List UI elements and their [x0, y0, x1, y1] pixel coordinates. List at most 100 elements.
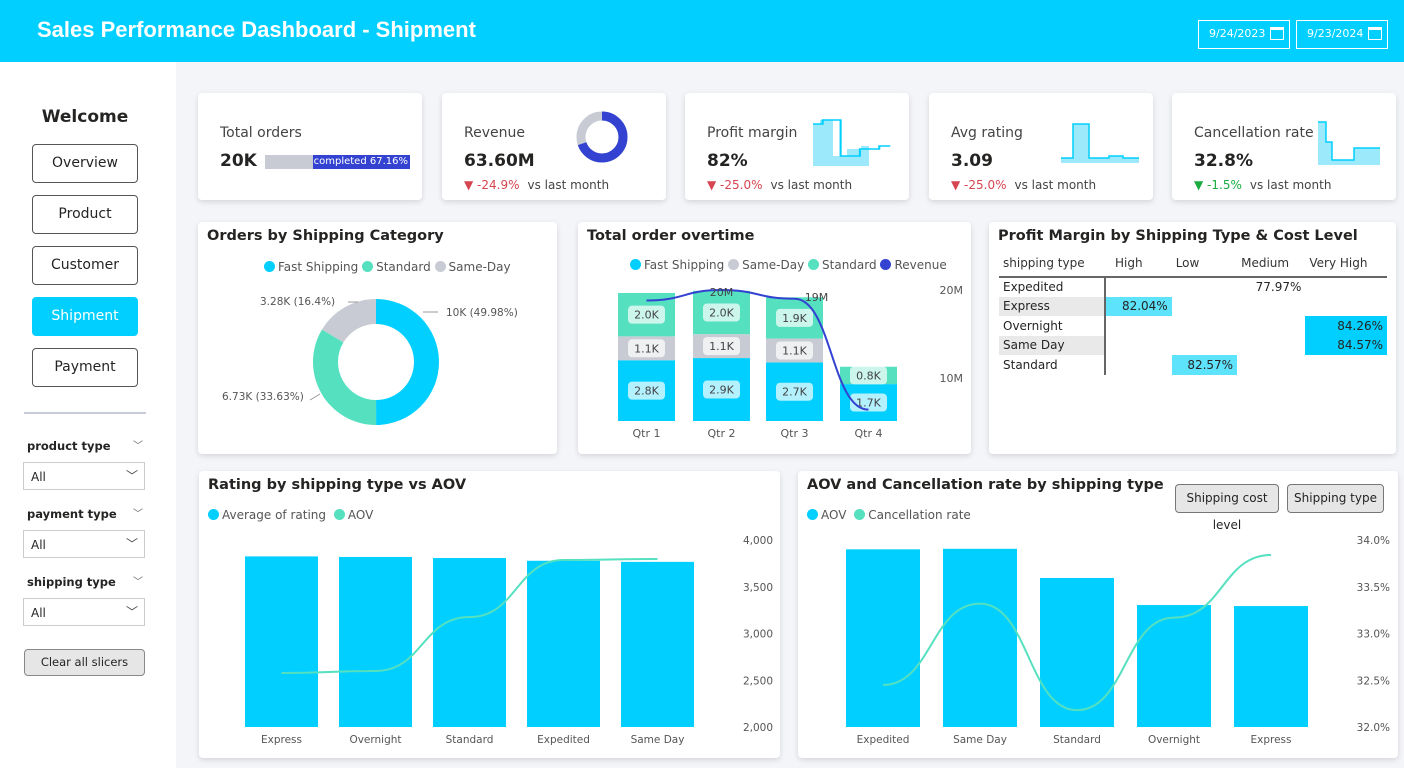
total-order-overtime-card: Total order overtime Fast Shipping Same-…: [578, 222, 971, 454]
bar: [433, 558, 506, 727]
chart-title: Profit Margin by Shipping Type & Cost Le…: [998, 228, 1358, 244]
x-tick-label: Express: [1250, 734, 1291, 746]
table-row: Expedited 77.97%: [999, 277, 1387, 297]
data-label: 2.9K: [709, 384, 734, 397]
chart-title: Total order overtime: [587, 228, 755, 244]
nav-product[interactable]: Product: [32, 195, 138, 234]
legend-item[interactable]: Fast Shipping: [644, 258, 725, 272]
aov-cancellation-card: AOV and Cancellation rate by shipping ty…: [798, 471, 1398, 758]
shipping-type-button[interactable]: Shipping type: [1287, 484, 1384, 513]
legend-item[interactable]: Cancellation rate: [868, 508, 971, 522]
row-header: Express: [999, 296, 1106, 316]
column-header[interactable]: Low: [1171, 250, 1238, 278]
matrix-cell: 82.04%: [1105, 296, 1172, 316]
shipping-type-select[interactable]: All ﹀: [23, 598, 145, 626]
x-tick-label: Expedited: [537, 734, 590, 746]
column-header[interactable]: shipping type: [999, 250, 1105, 278]
x-tick-label: Same Day: [631, 734, 685, 746]
nav-overview[interactable]: Overview: [32, 144, 138, 183]
chart-title: Orders by Shipping Category: [207, 228, 444, 244]
chevron-down-icon: ﹀: [125, 469, 138, 483]
x-tick-label: Qtr 2: [708, 427, 736, 440]
y2-tick-label: 3,500: [743, 582, 773, 594]
payment-type-select[interactable]: All ﹀: [23, 530, 145, 558]
x-tick-label: Qtr 3: [781, 427, 809, 440]
kpi-value: 63.60M: [464, 151, 535, 171]
chevron-down-icon: ﹀: [125, 537, 138, 551]
data-label-bg: [776, 308, 813, 327]
matrix-cell: [1305, 277, 1387, 297]
delta-caption: vs last month: [770, 178, 853, 192]
slice-label: 6.73K (33.63%): [222, 391, 304, 403]
rating-vs-aov-card: Rating by shipping type vs AOV Average o…: [199, 471, 780, 758]
kpi-value: 32.8%: [1194, 151, 1253, 171]
line-series: [281, 557, 658, 675]
profit-sparkline: [813, 119, 891, 166]
table-row: Express 82.04%: [999, 296, 1387, 317]
kpi-delta: ▼ -1.5% vs last month: [1194, 178, 1331, 192]
profit-margin-matrix: shipping type High Low Medium Very High Exped…: [999, 250, 1387, 375]
row-header: Overnight: [999, 316, 1106, 336]
bar-pct: 67.16%: [369, 156, 408, 167]
legend-item[interactable]: Standard: [376, 260, 431, 274]
legend-dot: [728, 259, 740, 270]
start-date-picker[interactable]: 9/24/2023: [1198, 20, 1290, 49]
donut-slice: [313, 329, 377, 425]
calendar-icon: [1270, 27, 1284, 40]
clear-slicers-button[interactable]: Clear all slicers: [24, 649, 145, 676]
kpi-value: 82%: [707, 151, 748, 171]
data-label: 2.8K: [634, 385, 659, 398]
x-tick-label: Standard: [1053, 734, 1101, 746]
legend-item[interactable]: AOV: [347, 508, 374, 522]
legend-item[interactable]: Same-Day: [742, 258, 805, 272]
bar: [621, 561, 694, 727]
chevron-down-icon[interactable]: ﹀: [133, 441, 143, 452]
legend-item[interactable]: Revenue: [894, 258, 947, 272]
shipping-cost-level-button[interactable]: Shipping cost level: [1175, 484, 1279, 532]
matrix-cell: [1105, 336, 1172, 356]
legend-item[interactable]: Standard: [822, 258, 877, 272]
delta-value: ▼ -24.9%: [464, 178, 520, 192]
bar: [1040, 577, 1114, 727]
kpi-delta: ▼ -24.9% vs last month: [464, 178, 609, 192]
data-label: 2.0K: [709, 307, 734, 320]
kpi-cancellation-rate: Cancellation rate 32.8% ▼ -1.5% vs last m…: [1172, 93, 1396, 200]
column-header[interactable]: Medium: [1237, 250, 1306, 278]
x-tick-label: Express: [261, 734, 302, 746]
kpi-value: 3.09: [951, 151, 993, 171]
kpi-total-orders: Total orders 20K completed 67.16%: [198, 93, 422, 200]
kpi-value: 20K: [220, 151, 257, 171]
y2-tick-label: 10M: [940, 372, 964, 385]
chevron-down-icon[interactable]: ﹀: [133, 577, 143, 588]
data-label: 1.1K: [634, 342, 659, 355]
column-header[interactable]: Very High: [1305, 250, 1387, 278]
table-row: Same Day 84.57%: [999, 335, 1387, 356]
legend-item[interactable]: AOV: [821, 508, 847, 522]
kpi-label: Profit margin: [707, 125, 798, 141]
nav-payment[interactable]: Payment: [32, 348, 138, 387]
donut-slice: [321, 299, 376, 343]
kpi-label: Revenue: [464, 125, 525, 141]
matrix-cell: [1237, 297, 1305, 317]
legend-item[interactable]: Average of rating: [222, 508, 327, 522]
data-label-bg: [628, 339, 665, 358]
page-title: Sales Performance Dashboard - Shipment: [37, 17, 476, 42]
y2-tick-label: 33.0%: [1357, 629, 1390, 641]
nav-shipment[interactable]: Shipment: [32, 297, 138, 336]
legend-dot: [808, 259, 820, 270]
bar: [245, 556, 318, 727]
product-type-select[interactable]: All ﹀: [23, 462, 145, 490]
y2-tick-label: 33.5%: [1357, 582, 1390, 594]
legend-dot: [854, 509, 866, 520]
column-header[interactable]: High: [1105, 250, 1172, 278]
profit-margin-matrix-card: Profit Margin by Shipping Type & Cost Le…: [989, 222, 1396, 454]
legend-item[interactable]: Same-Day: [448, 260, 511, 274]
header-bar: [0, 0, 1404, 62]
nav-customer[interactable]: Customer: [32, 246, 138, 285]
y2-tick-label: 32.5%: [1357, 675, 1390, 687]
select-value: All: [31, 606, 46, 620]
chevron-down-icon[interactable]: ﹀: [133, 509, 143, 520]
end-date-picker[interactable]: 9/23/2024: [1296, 20, 1388, 49]
legend: Average of rating AOV: [208, 508, 373, 522]
legend-item[interactable]: Fast Shipping: [278, 260, 359, 274]
